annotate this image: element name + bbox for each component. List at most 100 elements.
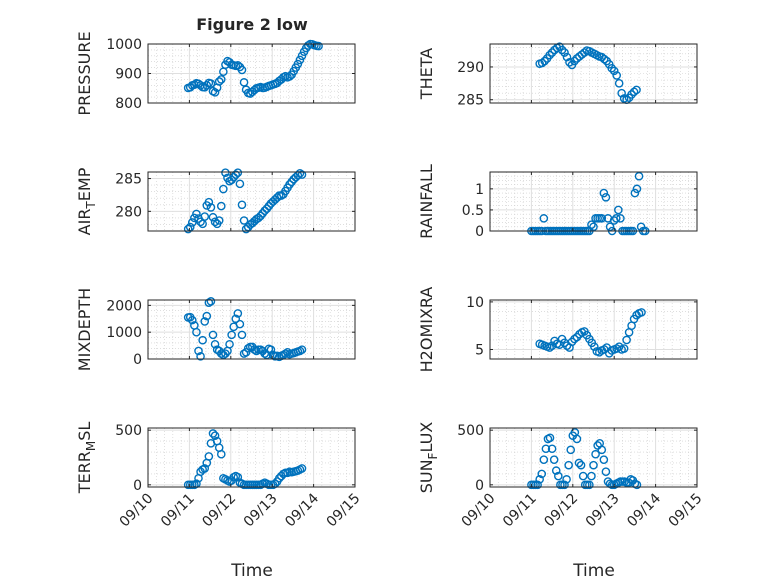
x-tick-label: 09/15: [666, 491, 706, 531]
data-point: [190, 80, 199, 90]
subplot-rainfall: 0 0.5 1 RAINFALL: [417, 164, 698, 240]
data-point: [303, 41, 313, 50]
data-point: [607, 63, 617, 73]
data-point: [632, 184, 642, 194]
y-tick-label: 1000: [106, 37, 142, 53]
subplot-air-temp: 280 285 AIRTEMP: [75, 167, 356, 235]
data-point: [219, 184, 228, 194]
data-point: [611, 214, 621, 223]
y-tick-label: 0: [133, 478, 142, 494]
data-point: [545, 50, 554, 60]
data-point: [239, 78, 249, 87]
data-point: [609, 66, 619, 76]
data-point: [295, 55, 305, 65]
data-point: [237, 330, 247, 340]
data-point: [551, 466, 561, 475]
data-point: [585, 480, 594, 490]
data-point: [202, 81, 212, 90]
data-point: [297, 51, 307, 61]
data-point: [564, 460, 573, 470]
data-point: [601, 192, 611, 202]
y-tick-label: 285: [457, 93, 484, 109]
subplot-mixdepth: 0 1000 2000 MIXDEPTH: [75, 288, 356, 371]
data-point: [601, 467, 611, 477]
data-point: [617, 88, 626, 98]
y-tick-label: 285: [115, 172, 142, 188]
axes-frame: [489, 171, 698, 232]
data-point: [572, 434, 582, 444]
data-point: [539, 214, 549, 223]
data-point: [200, 317, 210, 326]
data-point: [233, 472, 243, 482]
data-point: [614, 79, 624, 88]
subplot-theta: 285 290 THETA: [417, 42, 698, 109]
data-point: [589, 460, 598, 470]
data-point: [314, 41, 323, 51]
data-point: [570, 56, 579, 66]
data-point: [545, 343, 554, 352]
data-point: [535, 475, 544, 484]
axes-frame: [147, 171, 356, 232]
data-point: [281, 349, 290, 358]
data-point: [545, 433, 555, 443]
data-point: [547, 48, 557, 57]
data-point: [576, 460, 586, 470]
data-point: [295, 346, 305, 356]
data-point: [204, 452, 214, 461]
y-tick-label: 0: [475, 478, 484, 494]
data-point: [187, 315, 197, 325]
figure-title: Figure 2 low: [196, 15, 308, 34]
data-point: [231, 314, 241, 324]
data-point: [221, 168, 230, 177]
y-tick-label: 1000: [106, 325, 142, 341]
data-point: [293, 59, 303, 69]
axes-frame: [147, 427, 356, 488]
data-point: [587, 471, 596, 481]
data-point: [252, 346, 261, 356]
data-point: [208, 429, 218, 438]
data-point: [260, 349, 270, 358]
data-point: [533, 480, 542, 490]
data-point: [196, 352, 205, 361]
data-point: [630, 188, 640, 198]
data-point: [632, 480, 642, 490]
x-tick-label: 09/10: [117, 491, 157, 531]
data-point: [187, 218, 197, 227]
data-point: [237, 65, 247, 75]
y-axis-label: PRESSURE: [75, 31, 94, 115]
axes-frame: [489, 427, 698, 488]
data-point: [237, 200, 247, 210]
data-point: [233, 309, 243, 318]
x-tick-label: 09/12: [541, 491, 581, 531]
data-point: [560, 480, 569, 490]
data-point: [183, 224, 193, 234]
data-point: [599, 455, 609, 464]
subplot-terr-msl: 0 500 TERRMSL 09/10 09/11 09/12 09/13 09/14 09/1…: [75, 422, 363, 531]
data-point: [200, 212, 210, 221]
data-point: [565, 58, 574, 67]
data-point: [539, 455, 549, 464]
data-point: [627, 90, 636, 99]
x-tick-label: 09/11: [158, 491, 198, 531]
data-point: [591, 449, 600, 459]
data-point: [235, 179, 245, 189]
data-point: [210, 217, 220, 227]
x-axis-label: Time: [230, 561, 273, 581]
data-point: [554, 471, 563, 481]
data-point: [243, 343, 253, 353]
data-point: [239, 349, 249, 358]
data-point: [616, 214, 625, 223]
data-point: [283, 347, 292, 357]
data-point: [566, 445, 576, 455]
data-point: [562, 52, 572, 62]
data-point: [587, 220, 596, 229]
subplot-pressure: 800 900 1000 PRESSURE: [75, 31, 356, 116]
data-point: [266, 345, 276, 354]
data-point: [214, 77, 224, 86]
data-point: [540, 56, 549, 66]
y-tick-label: 280: [115, 204, 142, 220]
data-point: [632, 85, 641, 95]
data-point: [541, 444, 551, 454]
data-point: [204, 197, 214, 207]
